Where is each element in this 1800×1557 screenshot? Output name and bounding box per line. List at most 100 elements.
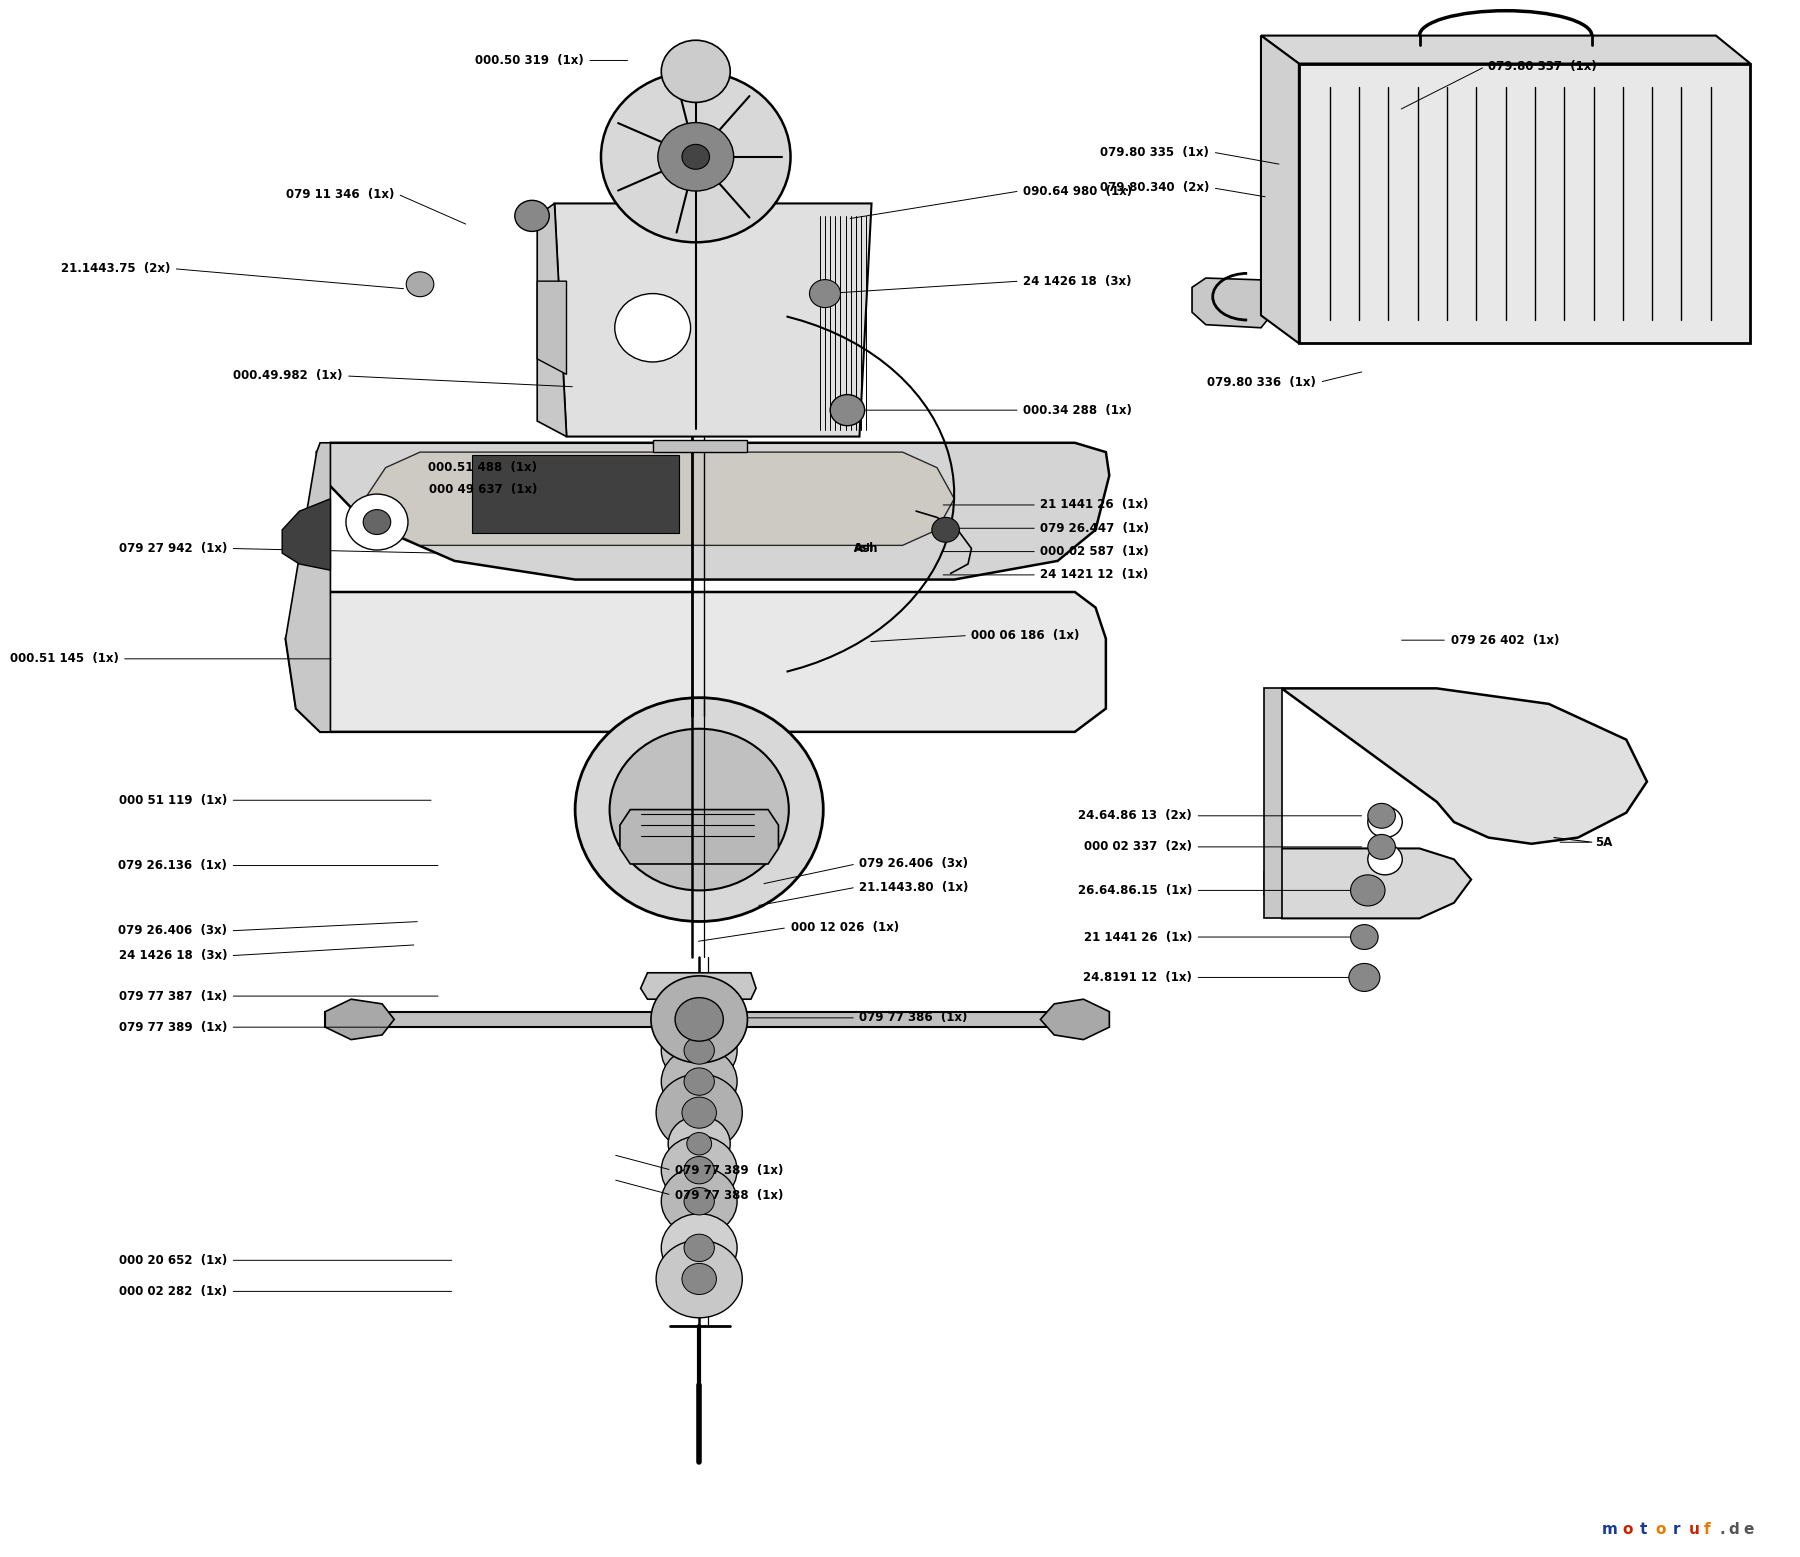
Text: .: . — [1719, 1521, 1724, 1537]
Circle shape — [682, 1263, 716, 1294]
Polygon shape — [326, 1000, 394, 1040]
Text: 079 26 402  (1x): 079 26 402 (1x) — [1451, 634, 1559, 646]
Circle shape — [682, 145, 709, 170]
Text: 000.51 145  (1x): 000.51 145 (1x) — [9, 652, 119, 665]
Circle shape — [661, 1017, 738, 1085]
Circle shape — [1350, 925, 1379, 950]
Circle shape — [657, 123, 734, 192]
Text: 24.8191 12  (1x): 24.8191 12 (1x) — [1084, 972, 1192, 984]
Circle shape — [576, 698, 823, 922]
Text: 000 02 282  (1x): 000 02 282 (1x) — [119, 1285, 227, 1299]
Circle shape — [810, 280, 841, 308]
Text: 21.1443.80  (1x): 21.1443.80 (1x) — [859, 881, 968, 894]
Polygon shape — [653, 439, 747, 452]
Text: 24 1426 18  (3x): 24 1426 18 (3x) — [119, 950, 227, 962]
Text: 000.34 288  (1x): 000.34 288 (1x) — [1022, 403, 1132, 417]
Polygon shape — [1262, 36, 1300, 343]
Text: 079.80 336  (1x): 079.80 336 (1x) — [1208, 375, 1316, 389]
Polygon shape — [619, 810, 778, 864]
Circle shape — [346, 494, 409, 550]
Text: Ash: Ash — [855, 543, 875, 553]
Text: 000 12 026  (1x): 000 12 026 (1x) — [790, 922, 898, 934]
Circle shape — [684, 1188, 715, 1214]
Polygon shape — [641, 973, 756, 1000]
Text: o: o — [1656, 1521, 1667, 1537]
Circle shape — [601, 72, 790, 243]
Circle shape — [515, 201, 549, 232]
Polygon shape — [536, 204, 567, 436]
Polygon shape — [286, 592, 1105, 732]
Circle shape — [661, 1214, 738, 1281]
Circle shape — [616, 294, 691, 361]
Text: o: o — [1624, 1521, 1633, 1537]
Text: d: d — [1728, 1521, 1739, 1537]
Text: 24.64.86 13  (2x): 24.64.86 13 (2x) — [1078, 810, 1192, 822]
Text: 000 20 652  (1x): 000 20 652 (1x) — [119, 1253, 227, 1267]
Circle shape — [1368, 803, 1395, 828]
Polygon shape — [536, 282, 567, 374]
Circle shape — [1350, 875, 1384, 906]
Polygon shape — [365, 452, 954, 545]
Text: u: u — [1688, 1521, 1699, 1537]
Text: 21 1441 26  (1x): 21 1441 26 (1x) — [1084, 931, 1192, 944]
Polygon shape — [554, 204, 871, 436]
Circle shape — [1348, 964, 1381, 992]
Polygon shape — [472, 455, 679, 532]
Circle shape — [407, 272, 434, 297]
Circle shape — [1368, 835, 1395, 859]
Circle shape — [652, 976, 747, 1063]
Polygon shape — [283, 498, 331, 570]
Text: 079 77 386  (1x): 079 77 386 (1x) — [859, 1012, 968, 1025]
Text: 21 1441 26  (1x): 21 1441 26 (1x) — [1040, 498, 1148, 511]
Circle shape — [661, 1137, 738, 1205]
Text: 079 26.447  (1x): 079 26.447 (1x) — [1040, 522, 1150, 534]
Text: 000.02 587  (1x): 000.02 587 (1x) — [1040, 545, 1148, 557]
Text: 079 77 388  (1x): 079 77 388 (1x) — [675, 1188, 783, 1202]
Text: 000 49 637  (1x): 000 49 637 (1x) — [428, 483, 536, 497]
Polygon shape — [326, 1012, 1109, 1028]
Text: 090.64 980  (1x): 090.64 980 (1x) — [1022, 184, 1132, 198]
Text: m: m — [1602, 1521, 1618, 1537]
Text: f: f — [1705, 1521, 1710, 1537]
Text: 5A: 5A — [1595, 836, 1613, 849]
Polygon shape — [1040, 1000, 1109, 1040]
Polygon shape — [317, 442, 1109, 579]
Circle shape — [684, 1157, 715, 1183]
Polygon shape — [1262, 36, 1750, 64]
Text: t: t — [1640, 1521, 1647, 1537]
Circle shape — [661, 1168, 738, 1235]
Circle shape — [684, 1235, 715, 1261]
Polygon shape — [1300, 64, 1750, 343]
Text: 21.1443.75  (2x): 21.1443.75 (2x) — [61, 262, 171, 276]
Circle shape — [657, 1239, 742, 1317]
Text: 000 02 337  (2x): 000 02 337 (2x) — [1084, 841, 1192, 853]
Circle shape — [684, 1068, 715, 1095]
Circle shape — [1368, 844, 1402, 875]
Text: 24 1421 12  (1x): 24 1421 12 (1x) — [1040, 568, 1148, 581]
Text: 000.51 488  (1x): 000.51 488 (1x) — [428, 461, 536, 475]
Text: 079 26.406  (3x): 079 26.406 (3x) — [859, 858, 968, 870]
Circle shape — [932, 517, 959, 542]
Text: 079 11 346  (1x): 079 11 346 (1x) — [286, 187, 394, 201]
Text: 079 77 387  (1x): 079 77 387 (1x) — [119, 990, 227, 1003]
Polygon shape — [1264, 688, 1282, 919]
Text: r: r — [1672, 1521, 1681, 1537]
Text: 079.80.340  (2x): 079.80.340 (2x) — [1100, 182, 1210, 195]
Text: 000.49.982  (1x): 000.49.982 (1x) — [232, 369, 342, 383]
Text: 079 77 389  (1x): 079 77 389 (1x) — [119, 1021, 227, 1034]
Circle shape — [668, 1116, 731, 1172]
Circle shape — [661, 40, 731, 103]
Text: 079.80 337  (1x): 079.80 337 (1x) — [1489, 61, 1597, 73]
Polygon shape — [1282, 688, 1647, 844]
Text: e: e — [1744, 1521, 1753, 1537]
Text: 079 77 389  (1x): 079 77 389 (1x) — [675, 1163, 783, 1177]
Circle shape — [661, 1048, 738, 1116]
Text: 079 26.136  (1x): 079 26.136 (1x) — [119, 859, 227, 872]
Circle shape — [364, 509, 391, 534]
Text: 000 51 119  (1x): 000 51 119 (1x) — [119, 794, 227, 807]
Text: 079 27 942  (1x): 079 27 942 (1x) — [119, 542, 227, 554]
Polygon shape — [286, 442, 331, 732]
Polygon shape — [1264, 849, 1471, 919]
Text: 079.80 335  (1x): 079.80 335 (1x) — [1100, 146, 1210, 159]
Circle shape — [657, 1074, 742, 1152]
